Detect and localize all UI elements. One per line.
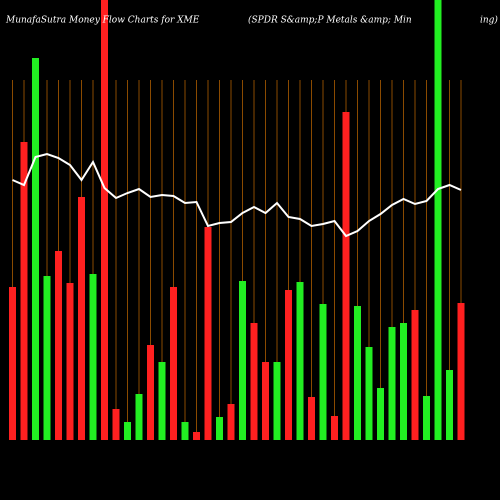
bar [43,276,51,440]
bar [227,404,235,440]
bar [147,345,154,440]
bar [400,323,407,440]
bar [216,417,223,440]
bar [124,422,131,440]
chart-subtitle-tail: ing) M [480,15,500,26]
chart-title: MunafaSutra Money Flow Charts for XME [5,16,200,26]
bar [331,416,338,440]
bar [388,327,396,440]
bar [296,282,304,440]
bar [446,370,453,440]
bar [101,0,108,440]
chart-subtitle: (SPDR S&amp;P Metals &amp; Min [248,15,412,26]
bar [204,227,212,440]
bar [319,304,327,440]
bar [273,362,281,440]
bar [158,362,166,440]
bar [342,112,350,440]
bar [55,251,62,440]
bar [181,422,189,440]
bar [66,283,74,440]
bar [377,388,384,440]
bar [135,394,143,440]
bar [434,0,442,440]
bar [89,274,97,440]
bars [9,0,465,440]
bar [193,432,200,440]
bar [365,347,373,440]
bar [285,290,292,440]
bar [411,310,419,440]
bar [308,397,315,440]
bar [78,197,85,440]
bar [423,396,430,440]
price-line [12,152,462,238]
bar [112,409,120,440]
bar [354,306,361,440]
bar [9,287,16,440]
bar [250,323,258,440]
bar [239,281,246,440]
bar [32,58,39,440]
bar [20,142,28,440]
lines [12,152,462,238]
bar [170,287,177,440]
bar [457,303,465,440]
bar [262,362,269,440]
